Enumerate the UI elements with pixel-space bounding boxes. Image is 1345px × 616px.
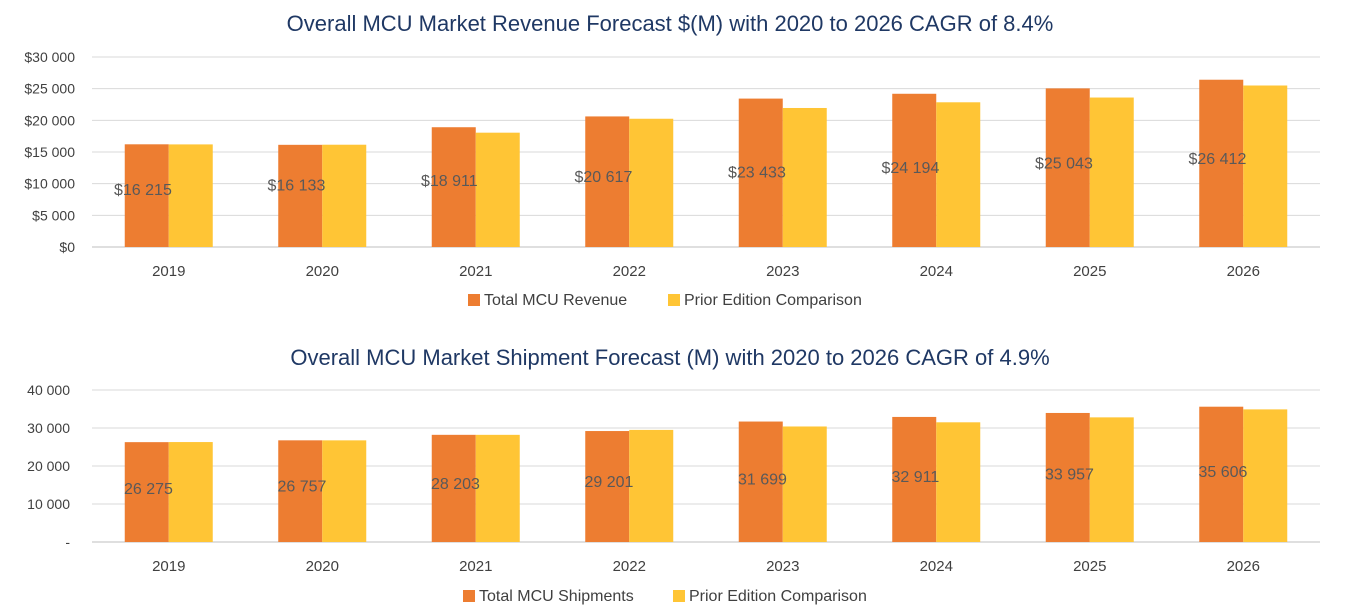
shipment-bar-prior-2019: [168, 442, 213, 542]
shipment-bar-total-2026: [1199, 406, 1244, 542]
revenue-data-label-2022: $20 617: [575, 169, 633, 186]
shipment-bar-prior-2025: [1089, 417, 1134, 542]
revenue-data-label-2025: $25 043: [1035, 156, 1093, 173]
revenue-bar-total-2021: [431, 127, 476, 247]
shipment-data-label-2020: 26 757: [278, 479, 327, 496]
revenue-y-tick-label: $20 000: [24, 112, 75, 128]
revenue-bar-total-2019: [124, 144, 169, 247]
revenue-bar-prior-2026: [1243, 85, 1288, 247]
revenue-y-tick-label: $15 000: [24, 144, 75, 160]
shipment-bar-total-2021: [431, 434, 476, 542]
revenue-x-tick-label: 2026: [1227, 263, 1260, 280]
revenue-bar-total-2026: [1199, 79, 1244, 247]
revenue-x-tick-label: 2019: [152, 263, 185, 280]
revenue-y-tick-label: $10 000: [24, 176, 75, 192]
shipment-chart-title: Overall MCU Market Shipment Forecast (M)…: [290, 345, 1049, 370]
revenue-bar-prior-2022: [629, 118, 674, 247]
revenue-data-label-2020: $16 133: [268, 178, 326, 195]
revenue-bar-total-2025: [1045, 88, 1090, 247]
shipment-x-tick-label: 2025: [1073, 558, 1106, 575]
revenue-chart-title: Overall MCU Market Revenue Forecast $(M)…: [287, 11, 1054, 36]
shipment-bar-prior-2023: [782, 426, 827, 542]
revenue-x-tick-label: 2021: [459, 263, 492, 280]
shipment-legend-label: Total MCU Shipments: [479, 588, 634, 605]
shipment-data-label-2023: 31 699: [738, 471, 787, 488]
revenue-y-tick-label: $5 000: [32, 207, 75, 223]
shipment-y-tick-label: 10 000: [27, 496, 70, 512]
shipment-y-tick-label: -: [65, 534, 70, 550]
shipment-data-label-2026: 35 606: [1199, 464, 1248, 481]
revenue-forecast-chart: Overall MCU Market Revenue Forecast $(M)…: [24, 11, 1320, 309]
shipment-bar-prior-2022: [629, 429, 674, 542]
shipment-bar-total-2025: [1045, 412, 1090, 542]
shipment-legend-item: Prior Edition Comparison: [673, 588, 867, 605]
revenue-data-label-2019: $16 215: [114, 182, 172, 199]
revenue-bar-prior-2021: [475, 132, 520, 247]
shipment-x-tick-label: 2024: [920, 558, 953, 575]
revenue-data-label-2021: $18 911: [421, 173, 478, 190]
revenue-bar-total-2024: [892, 93, 937, 247]
revenue-y-tick-label: $25 000: [24, 81, 75, 97]
shipment-x-tick-label: 2020: [306, 558, 339, 575]
shipment-x-tick-label: 2022: [613, 558, 646, 575]
revenue-data-label-2024: $24 194: [882, 160, 940, 177]
shipment-bar-total-2024: [892, 416, 937, 542]
revenue-legend-item: Prior Edition Comparison: [668, 292, 862, 309]
revenue-data-label-2026: $26 412: [1189, 151, 1247, 168]
revenue-legend-swatch: [468, 294, 480, 306]
shipment-bar-total-2023: [738, 421, 783, 542]
revenue-bar-prior-2024: [936, 102, 981, 248]
shipment-x-tick-label: 2019: [152, 558, 185, 575]
shipment-legend-swatch: [463, 590, 475, 602]
revenue-bar-total-2020: [278, 144, 323, 247]
shipment-data-label-2019: 26 275: [124, 481, 173, 498]
revenue-bar-total-2023: [738, 98, 783, 247]
revenue-bar-prior-2019: [168, 144, 213, 247]
shipment-bar-prior-2024: [936, 422, 981, 542]
shipment-bar-prior-2026: [1243, 409, 1288, 542]
revenue-bar-prior-2023: [782, 107, 827, 247]
revenue-x-tick-label: 2024: [920, 263, 953, 280]
shipment-bar-prior-2020: [322, 440, 367, 542]
shipment-x-tick-label: 2023: [766, 558, 799, 575]
shipment-bar-total-2019: [124, 442, 169, 542]
shipment-x-tick-label: 2026: [1227, 558, 1260, 575]
shipment-bar-total-2020: [278, 440, 323, 542]
shipment-bar-total-2022: [585, 431, 630, 542]
shipment-y-tick-label: 20 000: [27, 458, 70, 474]
shipment-legend-label: Prior Edition Comparison: [689, 588, 867, 605]
revenue-legend-label: Prior Edition Comparison: [684, 292, 862, 309]
revenue-x-tick-label: 2020: [306, 263, 339, 280]
shipment-data-label-2025: 33 957: [1045, 467, 1094, 484]
shipment-legend-swatch: [673, 590, 685, 602]
revenue-x-tick-label: 2023: [766, 263, 799, 280]
revenue-data-label-2023: $23 433: [728, 164, 786, 181]
shipment-y-tick-label: 30 000: [27, 420, 70, 436]
shipment-bar-prior-2021: [475, 434, 520, 542]
revenue-y-tick-label: $30 000: [24, 49, 75, 65]
revenue-bar-prior-2020: [322, 144, 367, 247]
shipment-data-label-2022: 29 201: [585, 474, 634, 491]
shipment-y-tick-label: 40 000: [27, 382, 70, 398]
shipment-data-label-2021: 28 203: [431, 476, 480, 493]
revenue-x-tick-label: 2025: [1073, 263, 1106, 280]
revenue-legend-swatch: [668, 294, 680, 306]
shipment-data-label-2024: 32 911: [892, 469, 940, 486]
revenue-legend-label: Total MCU Revenue: [484, 292, 627, 309]
revenue-legend-item: Total MCU Revenue: [468, 292, 627, 309]
revenue-y-tick-label: $0: [59, 239, 75, 255]
revenue-x-tick-label: 2022: [613, 263, 646, 280]
revenue-bar-total-2022: [585, 116, 630, 248]
shipment-legend-item: Total MCU Shipments: [463, 588, 634, 605]
shipment-x-tick-label: 2021: [459, 558, 492, 575]
revenue-bar-prior-2025: [1089, 97, 1134, 248]
shipment-forecast-chart: Overall MCU Market Shipment Forecast (M)…: [27, 345, 1320, 605]
